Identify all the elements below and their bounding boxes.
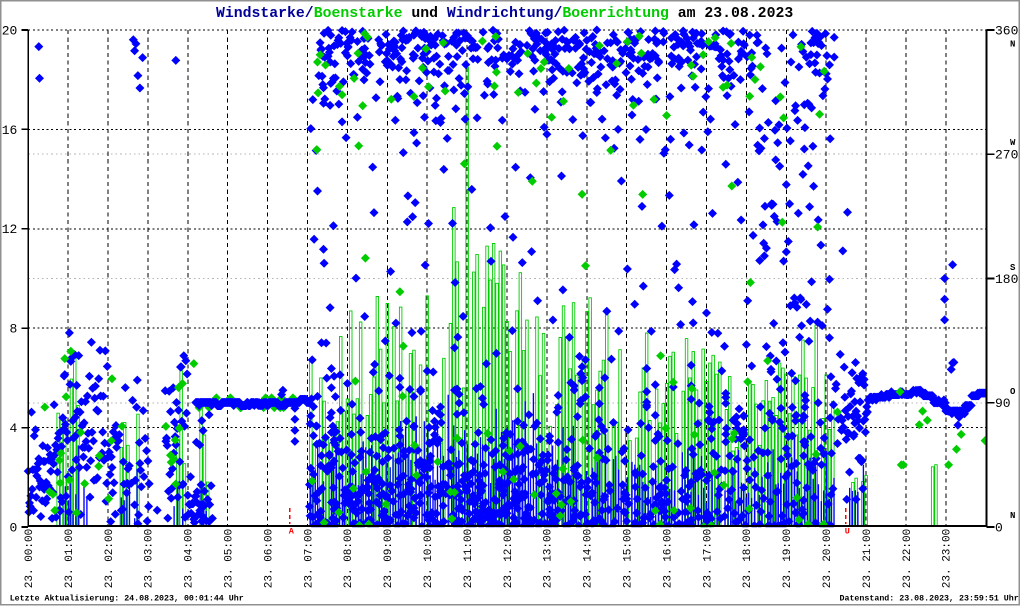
- svg-text:S: S: [1010, 263, 1016, 273]
- svg-text:N: N: [1010, 40, 1015, 50]
- svg-text:Letzte Aktualisierung: 24.08.2: Letzte Aktualisierung: 24.08.2023, 00:01…: [10, 594, 244, 604]
- svg-text:N: N: [1010, 511, 1015, 521]
- svg-text:23. 18:00: 23. 18:00: [742, 529, 754, 588]
- svg-text:23. 00:00: 23. 00:00: [24, 529, 36, 588]
- svg-text:23. 13:00: 23. 13:00: [543, 529, 555, 588]
- svg-text:23. 17:00: 23. 17:00: [702, 529, 714, 588]
- svg-text:23. 20:00: 23. 20:00: [822, 529, 834, 588]
- svg-text:Datenstand: 23.08.2023, 23:59:: Datenstand: 23.08.2023, 23:59:51 Uhr: [840, 594, 1019, 604]
- svg-text:23. 12:00: 23. 12:00: [503, 529, 515, 588]
- svg-text:4: 4: [9, 421, 17, 436]
- svg-text:0: 0: [995, 520, 1003, 535]
- svg-text:23. 03:00: 23. 03:00: [144, 529, 156, 588]
- svg-text:23. 08:00: 23. 08:00: [343, 529, 355, 588]
- svg-text:23. 02:00: 23. 02:00: [104, 529, 116, 588]
- svg-text:23. 22:00: 23. 22:00: [902, 529, 914, 588]
- svg-text:23. 16:00: 23. 16:00: [662, 529, 674, 588]
- svg-text:360: 360: [995, 23, 1018, 38]
- svg-text:12: 12: [2, 222, 18, 237]
- svg-text:23. 09:00: 23. 09:00: [383, 529, 395, 588]
- svg-text:23. 07:00: 23. 07:00: [303, 529, 315, 588]
- svg-text:23. 11:00: 23. 11:00: [463, 529, 475, 588]
- svg-text:23. 14:00: 23. 14:00: [583, 529, 595, 588]
- svg-text:0: 0: [9, 520, 17, 535]
- svg-text:20: 20: [2, 23, 18, 38]
- svg-text:23. 06:00: 23. 06:00: [263, 529, 275, 588]
- svg-text:180: 180: [995, 272, 1018, 287]
- svg-text:23. 05:00: 23. 05:00: [224, 529, 236, 588]
- svg-text:23. 23:00: 23. 23:00: [942, 529, 954, 588]
- svg-text:8: 8: [9, 322, 17, 337]
- svg-text:23. 10:00: 23. 10:00: [423, 529, 435, 588]
- svg-text:23. 01:00: 23. 01:00: [64, 529, 76, 588]
- svg-text:23. 21:00: 23. 21:00: [862, 529, 874, 588]
- svg-text:23. 15:00: 23. 15:00: [623, 529, 635, 588]
- svg-text:23. 19:00: 23. 19:00: [782, 529, 794, 588]
- svg-text:U: U: [845, 526, 850, 536]
- svg-text:23. 04:00: 23. 04:00: [184, 529, 196, 588]
- svg-text:16: 16: [2, 123, 18, 138]
- svg-text:W: W: [1010, 138, 1016, 148]
- svg-text:270: 270: [995, 148, 1018, 163]
- svg-text:O: O: [1010, 387, 1016, 397]
- svg-text:A: A: [289, 526, 295, 536]
- svg-text:90: 90: [995, 396, 1011, 411]
- svg-text:Windstarke/Boenstarke und Wind: Windstarke/Boenstarke und Windrichtung/B…: [216, 6, 793, 22]
